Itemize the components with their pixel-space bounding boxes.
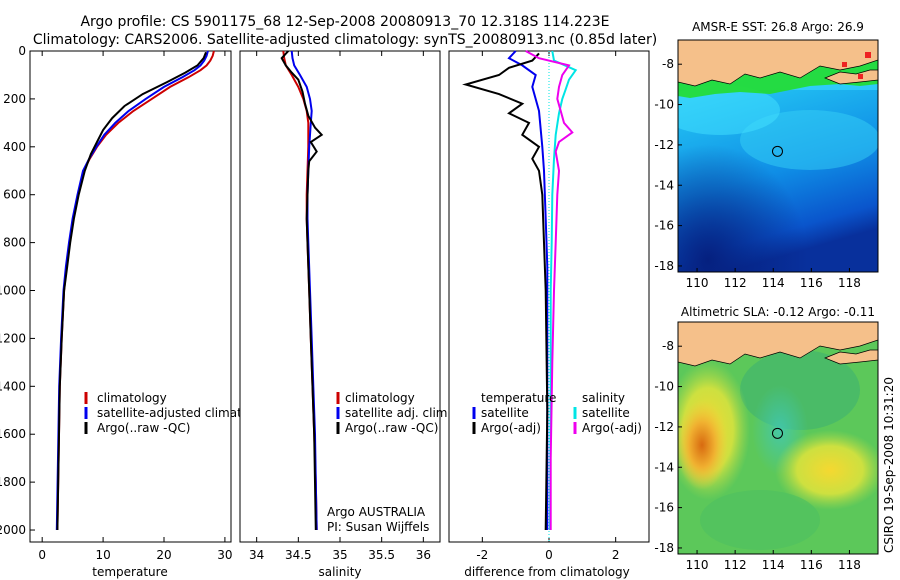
sst-map-title: AMSR-E SST: 26.8 Argo: 26.9 [692, 20, 864, 34]
difference-panel: -2 0 2 difference from climatology tempera… [448, 50, 650, 579]
legend-title-temperature: temperature [481, 391, 556, 405]
sla-map-panel: Altimetric SLA: -0.12 Argo: -0.11 110 112… [654, 305, 879, 572]
difference-legend-salinity: salinity satellite Argo(-adj) [573, 391, 642, 435]
series-line-salinity-satellite [549, 50, 578, 531]
map-x-tick-label: 110 [686, 276, 709, 290]
sst-map-frame [677, 39, 879, 273]
difference-legend-temperature: temperature satellite Argo(-adj) [472, 391, 556, 435]
map-y-tick-label: -10 [654, 98, 674, 112]
y-tick-label: 0 [18, 44, 26, 58]
map-y-tick-label: -8 [662, 339, 674, 353]
x-tick-label: 35.5 [368, 548, 395, 562]
map-y-tick-label: -16 [654, 219, 674, 233]
legend-label-satellite-adj: satellite adj. clim. [345, 406, 451, 420]
land-java-sst [678, 40, 878, 87]
temperature-panel: 0 10 20 30 0 200 400 600 800 1000 1200 1400 1600 1800… [0, 44, 275, 579]
salinity-legend: climatology satellite adj. clim. Argo(..… [336, 391, 451, 435]
map-x-tick-label: 118 [838, 276, 861, 290]
legend-label-sal-satellite: satellite [582, 406, 630, 420]
legend-label-argo: Argo(..raw -QC) [97, 421, 190, 435]
legend-label-sal-argo: Argo(-adj) [582, 421, 642, 435]
x-tick-label: 0 [545, 548, 553, 562]
temperature-legend: climatology satellite-adjusted climatolo… [84, 391, 275, 435]
salinity-axes-box [239, 50, 441, 543]
x-tick-label: 35 [332, 548, 347, 562]
legend-title-salinity: salinity [582, 391, 625, 405]
series-line-argo-raw-qc- [56, 51, 207, 531]
map-y-tick-label: -8 [662, 57, 674, 71]
x-tick-label: 0 [38, 548, 46, 562]
map-y-tick-label: -12 [654, 138, 674, 152]
land-java-sla [678, 322, 878, 367]
sst-map-field [678, 40, 878, 272]
x-tick-label: 10 [95, 548, 110, 562]
y-tick-label: 200 [3, 92, 26, 106]
y-tick-label: 1000 [0, 284, 26, 298]
difference-xlabel: difference from climatology [464, 565, 630, 579]
sla-map-title: Altimetric SLA: -0.12 Argo: -0.11 [681, 305, 875, 319]
salinity-panel: 34 34.5 35 35.5 36 salinity climatology sate… [239, 50, 451, 579]
x-tick-label: 30 [217, 548, 232, 562]
figure-title-line2: Climatology: CARS2006. Satellite-adjuste… [33, 32, 657, 48]
map-y-tick-label: -10 [654, 380, 674, 394]
y-tick-label: 1800 [0, 475, 26, 489]
side-timestamp: CSIRO 19-Sep-2008 10:31:20 [882, 377, 896, 553]
y-tick-label: 1600 [0, 427, 26, 441]
map-y-tick-label: -14 [654, 178, 674, 192]
legend-label-climatology: climatology [345, 391, 415, 405]
sla-argo-marker [771, 427, 783, 439]
figure-title-line1: Argo profile: CS 5901175_68 12-Sep-2008 … [80, 14, 609, 30]
map-x-tick-label: 110 [686, 558, 709, 572]
legend-label-temp-satellite: satellite [481, 406, 529, 420]
land-islands-sst [824, 69, 878, 85]
legend-label-satellite-adjusted: satellite-adjusted climatology [97, 406, 275, 420]
land-islands-sla [824, 349, 878, 365]
map-x-tick-label: 112 [724, 558, 747, 572]
map-y-tick-label: -12 [654, 420, 674, 434]
x-tick-label: 34.5 [285, 548, 312, 562]
sst-map-panel: AMSR-E SST: 26.8 Argo: 26.9 110 112 114 116… [654, 20, 879, 290]
x-tick-label: -2 [476, 548, 488, 562]
sla-map-frame [677, 321, 879, 555]
salinity-xlabel: salinity [318, 565, 361, 579]
series-line-temperature-argo-adj- [462, 52, 549, 531]
map-y-tick-label: -18 [654, 259, 674, 273]
annotation-pi: PI: Susan Wijffels [327, 520, 429, 534]
y-tick-label: 2000 [0, 523, 26, 537]
y-tick-label: 800 [3, 236, 26, 250]
y-tick-label: 400 [3, 140, 26, 154]
map-x-tick-label: 112 [724, 276, 747, 290]
map-x-tick-label: 114 [762, 276, 785, 290]
temperature-axes-box [29, 50, 232, 543]
temperature-xlabel: temperature [92, 565, 167, 579]
map-x-tick-label: 116 [800, 558, 823, 572]
x-tick-label: 34 [249, 548, 264, 562]
x-tick-label: 20 [156, 548, 171, 562]
map-y-tick-label: -18 [654, 541, 674, 555]
legend-label-argo: Argo(..raw -QC) [345, 421, 438, 435]
map-x-tick-label: 116 [800, 276, 823, 290]
legend-label-temp-argo: Argo(-adj) [481, 421, 541, 435]
map-y-tick-label: -14 [654, 460, 674, 474]
series-line-argo-raw-qc- [280, 50, 324, 531]
legend-label-climatology: climatology [97, 391, 167, 405]
map-x-tick-label: 114 [762, 558, 785, 572]
y-tick-label: 1400 [0, 379, 26, 393]
y-tick-label: 600 [3, 188, 26, 202]
x-tick-label: 2 [612, 548, 620, 562]
sst-argo-marker [771, 145, 783, 157]
y-tick-label: 1200 [0, 331, 26, 345]
annotation-argo-australia: Argo AUSTRALIA [327, 505, 426, 519]
map-y-tick-label: -16 [654, 501, 674, 515]
x-tick-label: 36 [416, 548, 431, 562]
series-line-salinity-argo-adj- [525, 50, 574, 530]
map-x-tick-label: 118 [838, 558, 861, 572]
